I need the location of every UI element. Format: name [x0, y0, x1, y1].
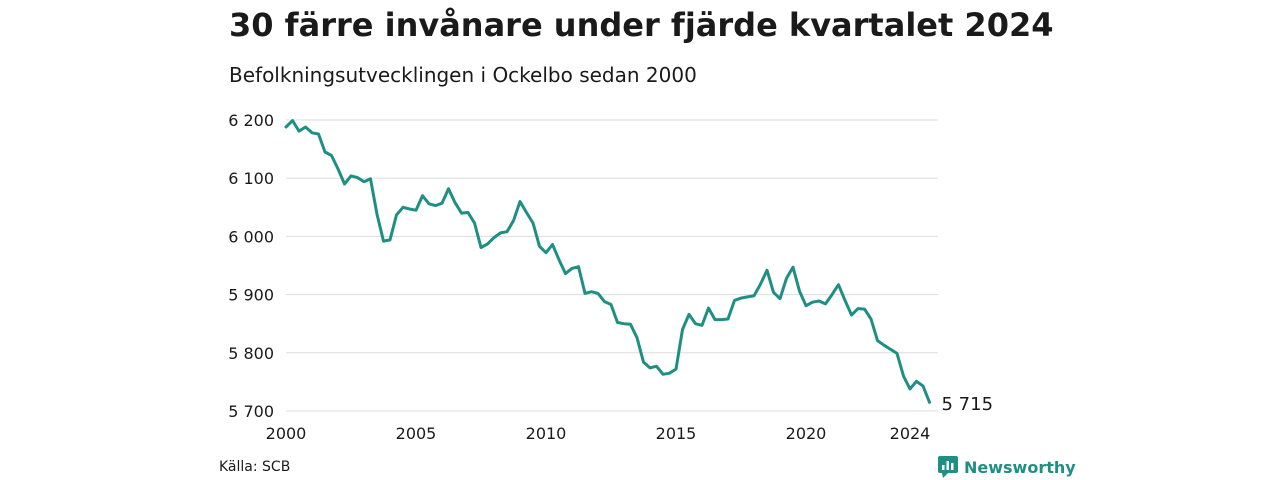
y-tick-label: 6 200 [228, 111, 274, 130]
y-tick-label: 5 700 [228, 402, 274, 421]
chart-title: 30 färre invånare under fjärde kvartalet… [229, 6, 1054, 44]
brand-logo: Newsworthy [938, 456, 1076, 478]
y-tick-label: 5 800 [228, 344, 274, 363]
source-note: Källa: SCB [219, 459, 291, 475]
x-tick-label: 2010 [526, 424, 567, 443]
chart-subtitle: Befolkningsutvecklingen i Ockelbo sedan … [229, 63, 697, 87]
x-tick-label: 2024 [890, 424, 931, 443]
y-tick-label: 6 100 [228, 169, 274, 188]
bar-chart-icon [938, 456, 958, 478]
end-value-label: 5 715 [942, 394, 994, 415]
y-tick-label: 5 900 [228, 286, 274, 305]
x-tick-label: 2015 [656, 424, 697, 443]
population-line [284, 119, 931, 404]
y-tick-label: 6 000 [228, 227, 274, 246]
gridlines [286, 119, 938, 412]
x-tick-label: 2005 [396, 424, 437, 443]
x-axis-tick-labels: 2000 2005 2010 2015 2020 2024 [266, 424, 931, 443]
x-tick-label: 2000 [266, 424, 307, 443]
y-axis-tick-labels: 5 700 5 800 5 900 6 000 6 100 6 200 [228, 111, 274, 421]
brand-name: Newsworthy [964, 457, 1076, 477]
x-tick-label: 2020 [786, 424, 827, 443]
